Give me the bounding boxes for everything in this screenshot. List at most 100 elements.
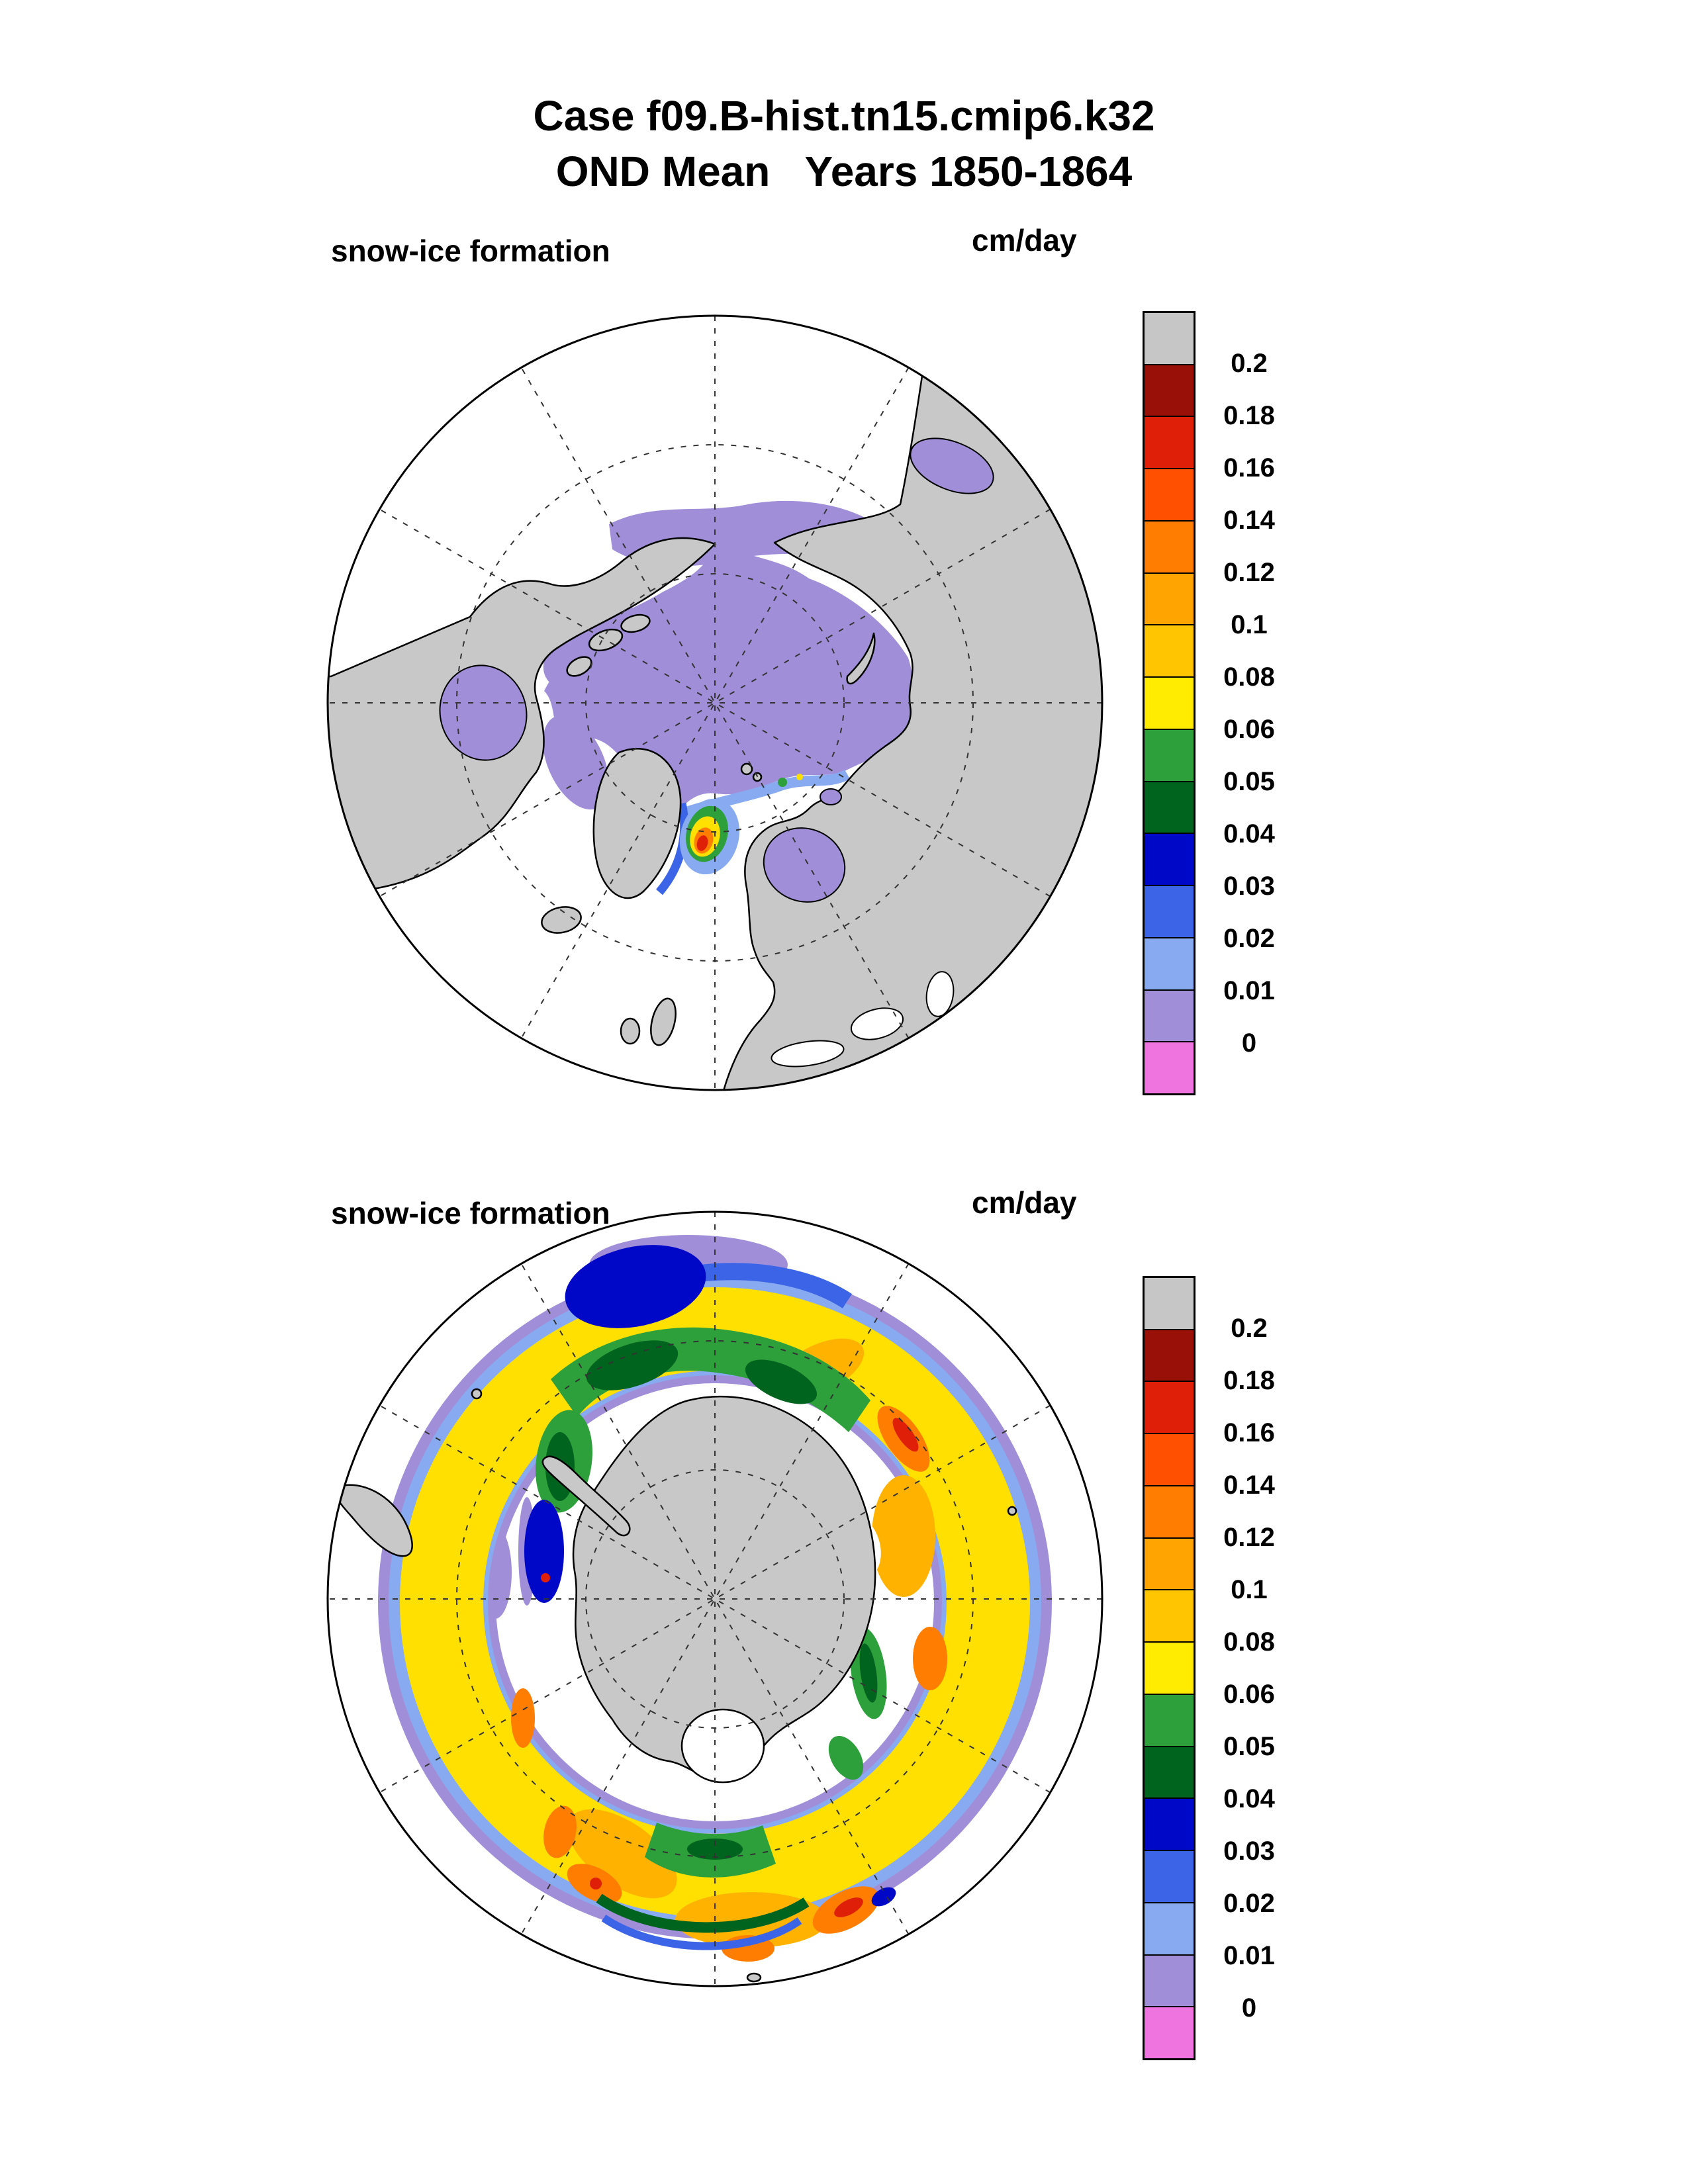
colorbar-cell [1145,1382,1194,1435]
panel2-variable-label: snow-ice formation [331,1196,610,1230]
colorbar-tick: 0.16 [1223,453,1275,482]
colorbar-tick: 0.1 [1231,610,1268,639]
arctic-map [318,306,1112,1100]
colorbar-arctic: 0.2 0.18 0.16 0.14 0.12 0.1 0.08 0.06 0.05 0.04 0.… [1143,311,1295,1095]
colorbar-cell [1145,1434,1194,1486]
colorbar-tick-labels: 0.2 0.18 0.16 0.14 0.12 0.1 0.08 0.06 0.05 0.04 0.… [1206,1276,1292,2060]
colorbar-tick: 0.08 [1223,662,1275,692]
colorbar-cell [1145,1538,1194,1591]
colorbar-tick: 0.06 [1223,715,1275,744]
colorbar-tick: 0.05 [1223,767,1275,796]
colorbar-tick: 0.12 [1223,1523,1275,1552]
greenland-sea-hotspot [679,798,740,875]
land-iceland [541,906,582,934]
land-arctic-island-3 [620,614,651,633]
colorbar-tick: 0.04 [1223,1784,1275,1813]
colorbar-cell [1145,834,1194,887]
colorbar-cell [1145,521,1194,574]
colorbar-cell [1145,365,1194,418]
arctic-map-svg [326,314,1103,1091]
colorbar-tick: 0.01 [1223,976,1275,1005]
colorbar-cell [1145,625,1194,678]
colorbar-tick: 0.14 [1223,506,1275,535]
colorbar-cell [1145,1330,1194,1383]
colorbar-tick: 0 [1241,1028,1257,1058]
colorbar-cell [1145,1799,1194,1852]
colorbar-tick: 0.12 [1223,558,1275,587]
panel1-units-label: cm/day [972,223,1077,257]
colorbar-cell [1145,2007,1194,2059]
colorbar-tick: 0 [1241,1993,1257,2023]
colorbar-tick: 0.05 [1223,1732,1275,1761]
colorbar-tick: 0.06 [1223,1680,1275,1709]
antarctic-map-svg [326,1210,1103,1987]
colorbar-tick: 0.2 [1231,349,1268,378]
land-arctic-island-2 [566,656,592,677]
colorbar-antarctic: 0.2 0.18 0.16 0.14 0.12 0.1 0.08 0.06 0.05 0.04 0.… [1143,1276,1295,2060]
black-sea [850,1007,904,1040]
figure-title-period: OND Mean Years 1850-1864 [555,148,1133,195]
arctic-graticule [328,316,1102,1090]
colorbar-tick: 0.08 [1223,1627,1275,1657]
arctic-inland-water [771,971,955,1068]
land-novaya-zemlya [846,632,876,685]
mediterranean [771,1040,845,1068]
caspian-sea [925,971,955,1017]
land-island-south-georgia [471,1388,483,1400]
colorbar-cell [1145,1955,1194,2008]
arctic-enclosed-seas [439,437,994,903]
colorbar-cell [1145,729,1194,782]
colorbar-tick: 0.02 [1223,924,1275,953]
land-island-right [1007,1506,1017,1516]
colorbar-swatches [1143,1276,1196,2060]
colorbar-cell [1145,417,1194,470]
colorbar-cell [1145,1590,1194,1643]
colorbar-cell [1145,782,1194,835]
colorbar-cell [1145,1486,1194,1539]
land-svalbard [740,762,753,776]
colorbar-tick: 0.03 [1223,1837,1275,1866]
land-island-bottom [746,1972,762,1983]
colorbar-cell [1145,678,1194,730]
panel1-variable-label: snow-ice formation [331,234,610,268]
antarctic-land [335,1388,1017,1983]
colorbar-tick: 0.18 [1223,401,1275,430]
barents-green-fleck [778,778,787,787]
arctic-map-border [326,314,1103,1091]
colorbar-tick: 0.14 [1223,1471,1275,1500]
land-britain [650,997,677,1046]
white-sea-ice [820,788,842,805]
colorbar-cell [1145,1278,1194,1330]
colorbar-cell [1145,1042,1194,1094]
panel2-units-label: cm/day [972,1185,1077,1220]
colorbar-tick: 0.03 [1223,872,1275,901]
colorbar-tick: 0.01 [1223,1941,1275,1970]
colorbar-cell [1145,1694,1194,1747]
colorbar-cell [1145,938,1194,991]
antarctic-map-border [326,1210,1103,1987]
baffin-bay-ice [543,715,609,810]
colorbar-tick: 0.02 [1223,1889,1275,1918]
barents-yellow-fleck [796,774,803,780]
colorbar-cell [1145,1643,1194,1695]
colorbar-cell [1145,886,1194,938]
colorbar-cell [1145,313,1194,365]
colorbar-cell [1145,990,1194,1043]
colorbar-cell [1145,1903,1194,1956]
colorbar-tick: 0.2 [1231,1314,1268,1343]
colorbar-cell [1145,1747,1194,1799]
okhotsk-ice [910,437,994,494]
colorbar-tick: 0.16 [1223,1418,1275,1447]
colorbar-tick: 0.18 [1223,1366,1275,1395]
colorbar-cell [1145,573,1194,626]
land-south-america-tip [335,1484,413,1557]
colorbar-tick: 0.04 [1223,819,1275,848]
antarctic-map [318,1202,1112,1996]
land-ireland [620,1017,641,1045]
colorbar-tick-labels: 0.2 0.18 0.16 0.14 0.12 0.1 0.08 0.06 0.05 0.04 0.… [1206,311,1292,1095]
hudson-bay-ice [439,664,528,761]
bothnia-ice [763,827,846,903]
land-antarctic-peninsula [541,1455,631,1537]
ross-sea-embayment [680,1708,765,1784]
